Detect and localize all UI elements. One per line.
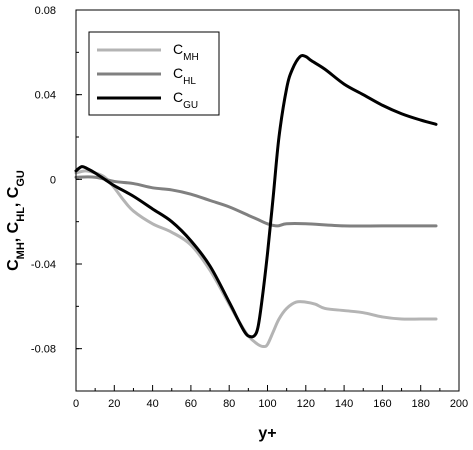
- x-tick-label: 20: [108, 398, 120, 410]
- x-tick-label: 180: [412, 398, 430, 410]
- x-tick-label: 120: [297, 398, 315, 410]
- x-tick-label: 40: [146, 398, 158, 410]
- series-layer: [74, 53, 438, 349]
- y-axis: 0.08 0.04 0 -0.04 -0.08: [31, 5, 82, 392]
- series-line-cgu: [74, 53, 438, 339]
- x-axis-title: y+: [258, 425, 276, 442]
- x-axis: 0 20 40 60 80 100 120 140 160 180 200: [73, 385, 468, 410]
- x-tick-label: 200: [450, 398, 468, 410]
- series-line-cmh: [74, 169, 438, 349]
- x-tick-label: 60: [185, 398, 197, 410]
- y-tick-label: 0.04: [35, 90, 56, 102]
- legend-label: CMH: [173, 41, 199, 63]
- series-line-chl: [74, 175, 438, 228]
- y-tick-label: 0.08: [35, 5, 56, 17]
- y-tick-label: -0.08: [31, 344, 56, 356]
- x-tick-label: 0: [73, 398, 79, 410]
- y-tick-label: 0: [50, 174, 56, 186]
- x-tick-label: 80: [223, 398, 235, 410]
- x-tick-label: 160: [373, 398, 391, 410]
- legend-label: CHL: [173, 65, 196, 87]
- x-tick-label: 100: [258, 398, 276, 410]
- y-tick-label: -0.04: [31, 259, 56, 271]
- y-axis-title: CMH, CHL, CGU: [5, 170, 27, 271]
- legend-label: CGU: [173, 89, 198, 111]
- x-tick-label: 140: [335, 398, 353, 410]
